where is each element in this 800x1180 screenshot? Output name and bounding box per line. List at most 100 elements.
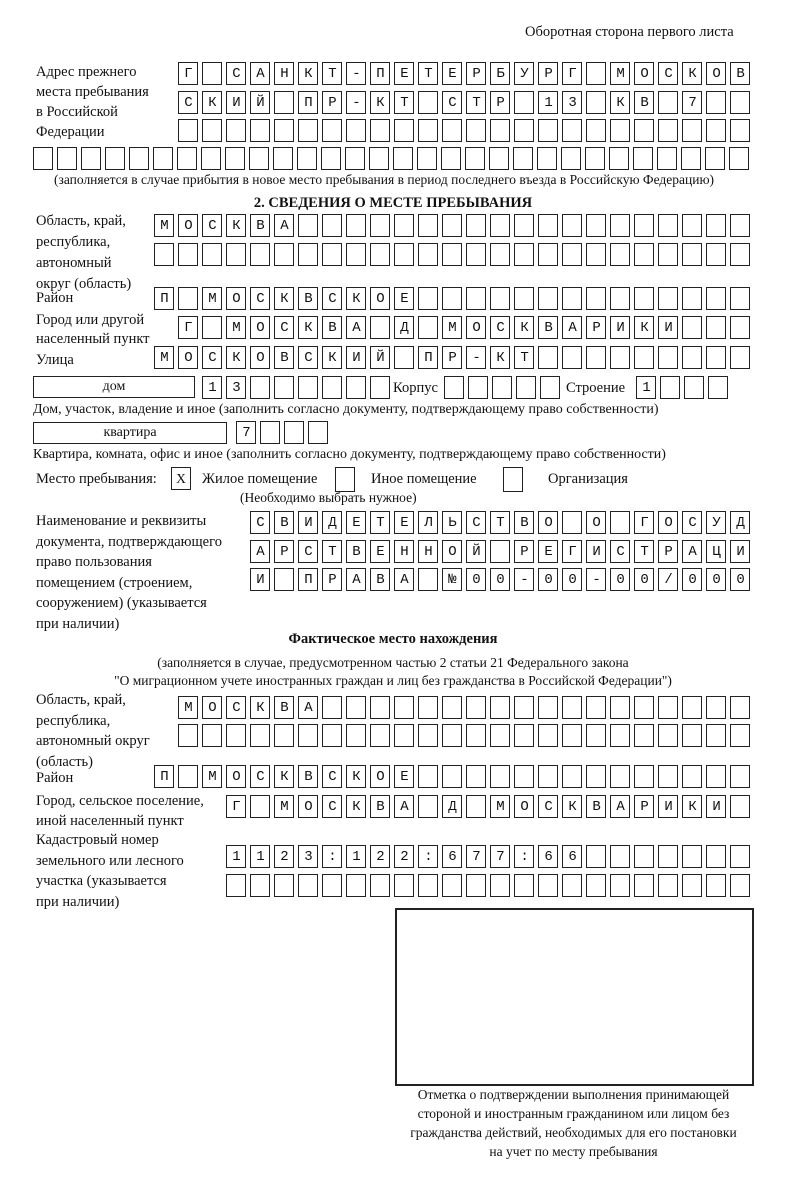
previous-address-row-char-box[interactable] [706, 119, 726, 142]
city-row-char-box[interactable] [394, 316, 414, 339]
street-row-char-box[interactable] [442, 346, 462, 369]
actual-region-row-char-box[interactable] [610, 724, 630, 747]
region-row-char-box[interactable] [442, 243, 462, 266]
street-row-char-box[interactable] [514, 346, 534, 369]
previous-address-row-char-box[interactable] [226, 91, 246, 114]
previous-address-row-char-box[interactable] [57, 147, 77, 170]
region-row-char-box[interactable] [586, 214, 606, 237]
actual-city-row-char-box[interactable] [538, 795, 558, 818]
document-row-char-box[interactable] [466, 540, 486, 563]
house-number-row-char-box[interactable] [274, 376, 294, 399]
document-row-char-box[interactable] [730, 568, 750, 591]
street-row-char-box[interactable] [562, 346, 582, 369]
document-row-char-box[interactable] [370, 568, 390, 591]
cadastral-row-char-box[interactable] [466, 874, 486, 897]
actual-region-row-char-box[interactable] [730, 724, 750, 747]
previous-address-row-char-box[interactable] [634, 91, 654, 114]
district-row-char-box[interactable] [154, 287, 174, 310]
previous-address-row-char-box[interactable] [322, 62, 342, 85]
previous-address-row-char-box[interactable] [562, 62, 582, 85]
district-row-char-box[interactable] [730, 287, 750, 310]
street-row-char-box[interactable] [226, 346, 246, 369]
document-row-char-box[interactable] [466, 511, 486, 534]
previous-address-row-char-box[interactable] [609, 147, 629, 170]
house-number-row-char-box[interactable] [250, 376, 270, 399]
previous-address-row-char-box[interactable] [490, 62, 510, 85]
actual-city-row-char-box[interactable] [322, 795, 342, 818]
city-row-char-box[interactable] [658, 316, 678, 339]
previous-address-row-char-box[interactable] [658, 91, 678, 114]
cadastral-row-char-box[interactable] [514, 845, 534, 868]
previous-address-row-char-box[interactable] [417, 147, 437, 170]
actual-city-row-char-box[interactable] [370, 795, 390, 818]
cadastral-row-char-box[interactable] [658, 845, 678, 868]
document-row-char-box[interactable] [706, 511, 726, 534]
document-row-char-box[interactable] [610, 540, 630, 563]
district-row-char-box[interactable] [538, 287, 558, 310]
previous-address-row-char-box[interactable] [393, 147, 413, 170]
street-row-char-box[interactable] [490, 346, 510, 369]
street-row-char-box[interactable] [610, 346, 630, 369]
cadastral-row-char-box[interactable] [634, 845, 654, 868]
actual-region-row-char-box[interactable] [682, 724, 702, 747]
document-row-char-box[interactable] [682, 511, 702, 534]
city-row-char-box[interactable] [586, 316, 606, 339]
cadastral-row-char-box[interactable] [706, 845, 726, 868]
region-row-char-box[interactable] [370, 214, 390, 237]
city-row-char-box[interactable] [730, 316, 750, 339]
region-row-char-box[interactable] [298, 214, 318, 237]
document-row-char-box[interactable] [682, 568, 702, 591]
cadastral-row-char-box[interactable] [442, 874, 462, 897]
cadastral-row-char-box[interactable] [586, 845, 606, 868]
actual-region-row-char-box[interactable] [322, 724, 342, 747]
previous-address-row-char-box[interactable] [153, 147, 173, 170]
previous-address-row-char-box[interactable] [706, 91, 726, 114]
previous-address-row-char-box[interactable] [705, 147, 725, 170]
city-row-char-box[interactable] [370, 316, 390, 339]
actual-region-row-char-box[interactable] [202, 696, 222, 719]
previous-address-row-char-box[interactable] [394, 119, 414, 142]
cadastral-row-char-box[interactable] [322, 845, 342, 868]
actual-region-row-char-box[interactable] [250, 724, 270, 747]
actual-region-row-char-box[interactable] [610, 696, 630, 719]
house-number-row-char-box[interactable] [298, 376, 318, 399]
document-row-char-box[interactable] [346, 511, 366, 534]
cadastral-row-char-box[interactable] [562, 874, 582, 897]
document-row-char-box[interactable] [562, 511, 582, 534]
city-row-char-box[interactable] [514, 316, 534, 339]
district-row-char-box[interactable] [562, 287, 582, 310]
actual-region-row-char-box[interactable] [658, 696, 678, 719]
korpus-row-char-box[interactable] [468, 376, 488, 399]
district-row-char-box[interactable] [466, 287, 486, 310]
district-row-char-box[interactable] [202, 287, 222, 310]
city-row-char-box[interactable] [346, 316, 366, 339]
document-row-char-box[interactable] [730, 540, 750, 563]
street-row-char-box[interactable] [706, 346, 726, 369]
document-row-char-box[interactable] [490, 511, 510, 534]
region-row-char-box[interactable] [658, 243, 678, 266]
actual-district-row-char-box[interactable] [634, 765, 654, 788]
region-row-char-box[interactable] [562, 243, 582, 266]
document-row-char-box[interactable] [346, 568, 366, 591]
document-row-char-box[interactable] [322, 511, 342, 534]
actual-city-row-char-box[interactable] [442, 795, 462, 818]
region-row-char-box[interactable] [610, 243, 630, 266]
cadastral-row-char-box[interactable] [658, 874, 678, 897]
previous-address-row-char-box[interactable] [274, 62, 294, 85]
actual-district-row-char-box[interactable] [322, 765, 342, 788]
house-number-row-char-box[interactable] [346, 376, 366, 399]
document-row-char-box[interactable] [514, 511, 534, 534]
region-row-char-box[interactable] [682, 243, 702, 266]
region-row-char-box[interactable] [202, 214, 222, 237]
region-row-char-box[interactable] [226, 243, 246, 266]
previous-address-row-char-box[interactable] [610, 91, 630, 114]
previous-address-row-char-box[interactable] [33, 147, 53, 170]
actual-region-row-char-box[interactable] [442, 724, 462, 747]
previous-address-row-char-box[interactable] [202, 91, 222, 114]
house-number-row-char-box[interactable] [370, 376, 390, 399]
house-number-row-char-box[interactable] [226, 376, 246, 399]
previous-address-row-char-box[interactable] [202, 62, 222, 85]
cadastral-row-char-box[interactable] [226, 845, 246, 868]
previous-address-row-char-box[interactable] [226, 119, 246, 142]
actual-district-row-char-box[interactable] [202, 765, 222, 788]
